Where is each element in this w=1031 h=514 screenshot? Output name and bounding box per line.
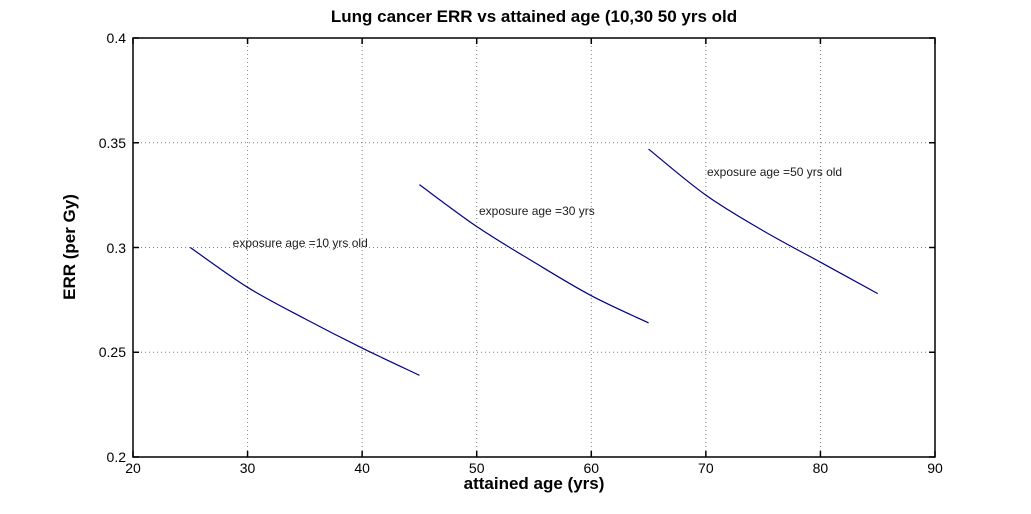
x-tick-label: 80 [812, 460, 829, 476]
curve-annotation: exposure age =30 yrs [479, 203, 595, 218]
y-tick-label: 0.25 [98, 344, 126, 361]
x-tick-label: 60 [583, 460, 600, 476]
curve-annotation: exposure age =10 yrs old [232, 236, 368, 251]
y-tick-label: 0.2 [106, 449, 126, 465]
x-tick-label: 90 [927, 460, 943, 476]
x-tick-label: 70 [698, 460, 714, 476]
x-tick-label: 30 [239, 460, 256, 476]
curve-exposure-age-50 [648, 148, 879, 295]
curve-exposure-age-30 [419, 184, 649, 324]
y-tick-label: 0.4 [106, 30, 126, 46]
curve-exposure-age-10 [189, 247, 420, 376]
y-tick-label: 0.3 [106, 239, 126, 256]
x-tick-label: 40 [354, 460, 370, 476]
curve-annotation: exposure age =50 yrs old [707, 165, 843, 180]
x-tick-label: 50 [468, 460, 485, 476]
y-tick-label: 0.35 [98, 134, 126, 151]
chart-title: Lung cancer ERR vs attained age (10,30 5… [330, 7, 738, 26]
x-axis-label: attained age (yrs) [463, 474, 605, 493]
x-tick-label: 20 [125, 460, 141, 476]
